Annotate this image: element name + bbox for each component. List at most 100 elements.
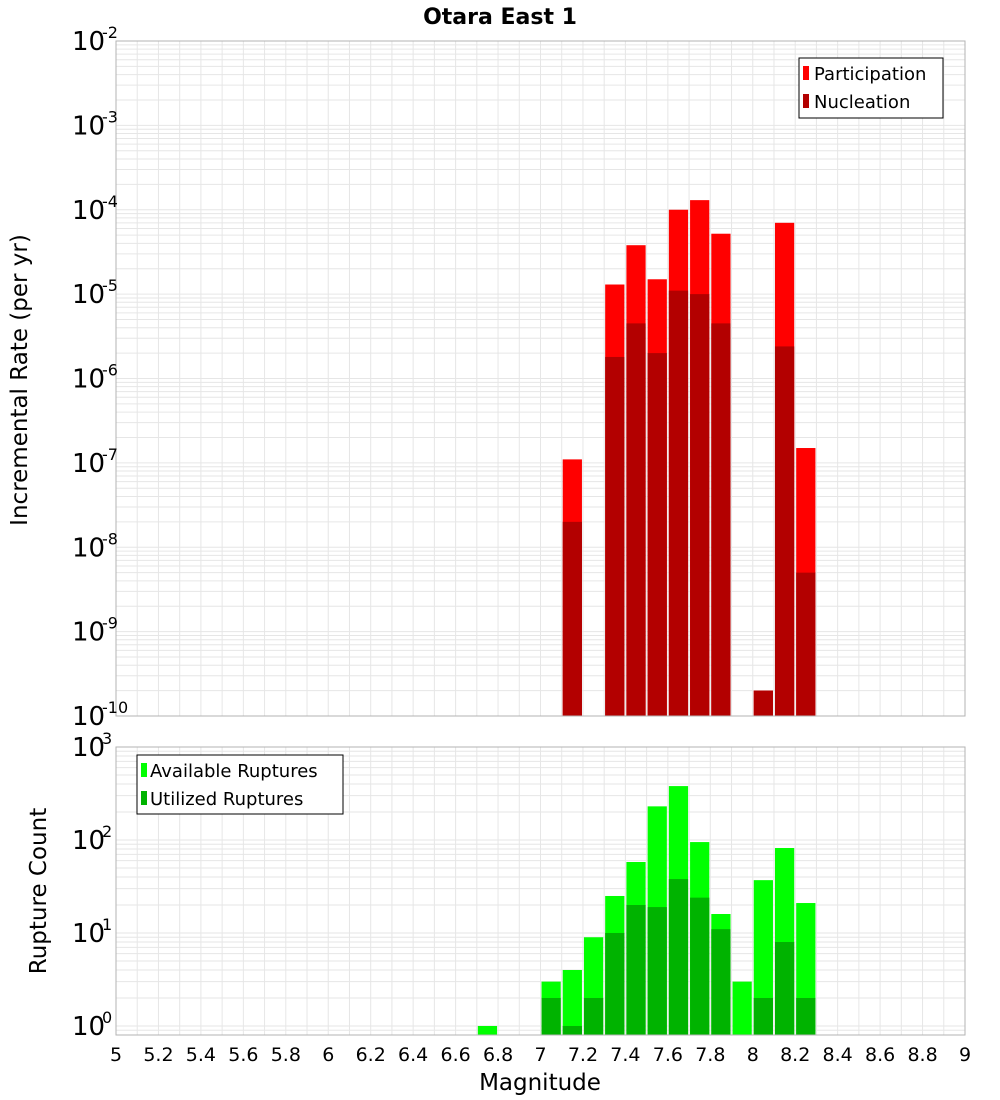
bar-utilized-ruptures — [753, 997, 773, 1035]
x-tick-label: 7 — [534, 1044, 546, 1066]
x-tick-label: 5.2 — [143, 1044, 173, 1066]
y-tick-exponent: -6 — [102, 361, 118, 380]
y-tick-label: 10 — [72, 826, 105, 856]
bar-nucleation — [774, 346, 795, 716]
bar-nucleation — [562, 521, 582, 716]
bar-nucleation — [690, 294, 710, 716]
bar-available-ruptures — [732, 981, 752, 1035]
y-tick-exponent: -3 — [102, 107, 118, 126]
rate-y-axis-title: Incremental Rate (per yr) — [7, 234, 33, 526]
legend-label-available: Available Ruptures — [150, 761, 318, 782]
y-tick-exponent: -4 — [102, 192, 118, 211]
x-tick-label: 5.4 — [186, 1044, 216, 1066]
bar-utilized-ruptures — [647, 907, 667, 1035]
x-tick-label: 7.8 — [695, 1044, 725, 1066]
count-legend-box — [136, 754, 344, 815]
legend-swatch-participation — [803, 66, 809, 80]
y-tick-label: 10 — [72, 533, 105, 563]
rate-legend-box — [798, 57, 944, 119]
rate-legend: Participation Nucleation — [798, 57, 944, 119]
bar-utilized-ruptures — [562, 1025, 582, 1035]
count-plot-frame — [115, 746, 966, 1036]
y-tick-label: 10 — [72, 618, 105, 648]
bar-available-ruptures — [562, 969, 582, 1035]
x-tick-label: 6.4 — [398, 1044, 428, 1066]
y-tick-label: 10 — [72, 280, 105, 310]
x-tick-label: 8.2 — [780, 1044, 810, 1066]
bar-utilized-ruptures — [626, 904, 646, 1035]
y-tick-label: 10 — [72, 449, 105, 479]
bar-nucleation — [605, 356, 625, 716]
x-tick-label: 6.6 — [440, 1044, 470, 1066]
y-tick-label: 10 — [72, 111, 105, 141]
x-tick-label: 9 — [959, 1044, 971, 1066]
y-tick-label: 10 — [72, 919, 105, 949]
bar-available-ruptures — [753, 880, 773, 1035]
y-tick-exponent: 3 — [102, 729, 112, 748]
y-tick-label: 10 — [72, 365, 105, 395]
bar-utilized-ruptures — [796, 997, 816, 1035]
x-tick-label: 5.8 — [271, 1044, 301, 1066]
legend-swatch-available — [141, 763, 147, 777]
y-tick-label: 10 — [72, 1012, 105, 1042]
x-tick-label: 7.4 — [610, 1044, 640, 1066]
y-tick-label: 10 — [72, 196, 105, 226]
y-tick-exponent: -9 — [102, 614, 118, 633]
x-tick-label: 8 — [747, 1044, 759, 1066]
x-tick-label: 6.8 — [483, 1044, 513, 1066]
legend-label-utilized: Utilized Ruptures — [150, 789, 303, 810]
bar-nucleation — [753, 690, 773, 716]
x-tick-label: 8.6 — [865, 1044, 895, 1066]
x-tick-label: 8.4 — [823, 1044, 853, 1066]
count-legend: Available Ruptures Utilized Ruptures — [136, 754, 344, 815]
x-tick-label: 5 — [110, 1044, 122, 1066]
bar-utilized-ruptures — [690, 897, 710, 1035]
x-tick-label: 7.2 — [568, 1044, 598, 1066]
y-tick-exponent: -2 — [102, 23, 118, 42]
x-tick-label: 7.6 — [653, 1044, 683, 1066]
bar-utilized-ruptures — [668, 879, 689, 1035]
y-tick-exponent: -10 — [102, 698, 128, 717]
x-tick-label: 6.2 — [356, 1044, 386, 1066]
y-tick-exponent: 1 — [102, 915, 112, 934]
legend-label-nucleation: Nucleation — [814, 92, 910, 113]
x-tick-labels: 5 5.2 5.4 5.6 5.8 6 6.2 6.4 6.6 6.8 7 7.2 7.4 7.6 7.8 8… — [110, 1044, 971, 1066]
y-tick-exponent: -8 — [102, 529, 118, 548]
y-tick-exponent: -5 — [102, 276, 118, 295]
bar-utilized-ruptures — [541, 997, 561, 1035]
y-tick-exponent: -7 — [102, 445, 118, 464]
bar-utilized-ruptures — [711, 929, 731, 1035]
bar-nucleation — [647, 353, 667, 716]
y-tick-label: 10 — [72, 702, 105, 732]
chart-title: Otara East 1 — [423, 5, 577, 30]
legend-label-participation: Participation — [814, 64, 926, 85]
legend-swatch-utilized — [141, 791, 147, 805]
bar-nucleation — [711, 323, 731, 716]
x-tick-label: 5.6 — [228, 1044, 258, 1066]
count-gridlines — [115, 747, 966, 1036]
count-bars — [477, 786, 816, 1035]
bar-nucleation — [796, 572, 816, 716]
y-tick-exponent: 0 — [102, 1008, 112, 1027]
count-y-axis-title: Rupture Count — [26, 808, 52, 974]
x-tick-label: 8.8 — [907, 1044, 937, 1066]
bar-nucleation — [668, 290, 689, 716]
rate-gridlines — [115, 41, 966, 717]
rate-plot-frame — [115, 40, 966, 717]
x-axis-title: Magnitude — [479, 1070, 601, 1096]
y-tick-exponent: 2 — [102, 822, 112, 841]
bar-nucleation — [626, 323, 646, 716]
rate-bars — [562, 200, 816, 717]
bar-utilized-ruptures — [605, 932, 625, 1035]
bar-available-ruptures — [477, 1025, 498, 1035]
bar-utilized-ruptures — [583, 997, 604, 1035]
bar-utilized-ruptures — [774, 942, 795, 1035]
legend-swatch-nucleation — [803, 94, 809, 108]
y-tick-label: 10 — [72, 27, 105, 57]
x-tick-label: 6 — [322, 1044, 334, 1066]
